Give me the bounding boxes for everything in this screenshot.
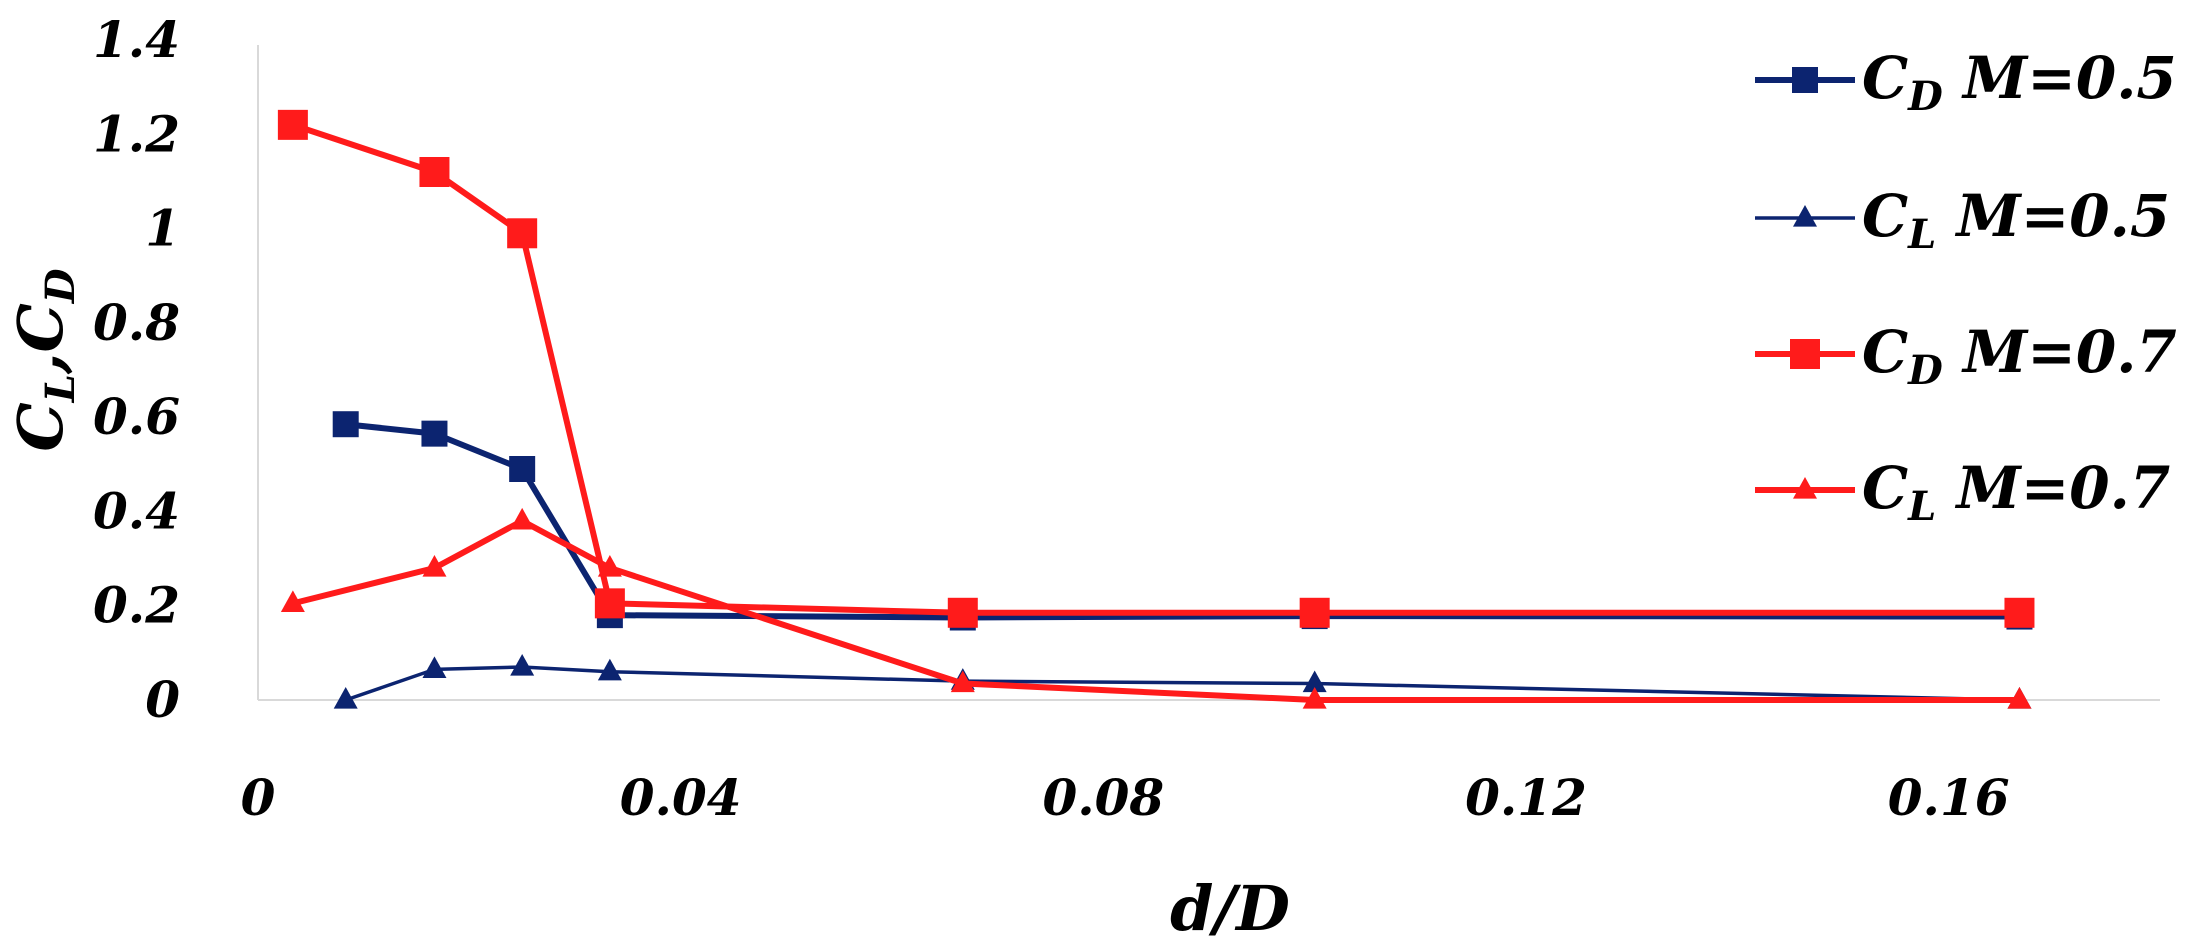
axes: 0 0.2 0.4 0.6 0.8 1 1.2 1.4 0 0.04 0.08 0.12 0.16 d/D…: [4, 10, 2160, 945]
data-point: [597, 555, 622, 577]
data-point: [2004, 597, 2035, 628]
legend-label: CL M=0.7: [1862, 454, 2170, 530]
y-axis-title-text: CL,CD: [4, 268, 84, 451]
data-point: [333, 687, 358, 709]
legend-item-2: CL M=0.5: [1755, 182, 2170, 258]
text-span: C: [1862, 182, 1908, 250]
data-point: [510, 507, 535, 530]
data-point: [947, 597, 978, 628]
data-point: [421, 420, 448, 447]
subscript: L: [1907, 483, 1936, 530]
y-tick-label: 0.8: [93, 293, 180, 352]
y-axis-title: CL,CD: [4, 268, 84, 451]
y-tick-label: 0.6: [93, 387, 180, 446]
series-3: [277, 109, 2035, 628]
data-point: [2007, 687, 2032, 709]
data-point: [507, 218, 538, 249]
subscript: L: [37, 374, 84, 403]
text-span: C: [1862, 454, 1908, 522]
subscript: L: [1907, 211, 1936, 258]
y-tick-label: 1.2: [93, 104, 180, 163]
legend-label: CD M=0.5: [1862, 44, 2177, 120]
legend: CD M=0.5CL M=0.5CD M=0.7CL M=0.7: [1755, 44, 2177, 530]
x-axis-title: d/D: [1170, 872, 1290, 945]
legend-label: CL M=0.5: [1862, 182, 2170, 258]
subscript: D: [1907, 73, 1943, 120]
y-tick-label: 1: [145, 199, 180, 258]
data-point: [510, 654, 535, 676]
text-span: C: [1862, 44, 1908, 112]
x-tick-label: 0.16: [1888, 768, 2010, 827]
text-span: C: [4, 402, 77, 451]
data-point: [1302, 670, 1327, 693]
data-point: [332, 411, 359, 438]
x-tick-label: 0.08: [1042, 768, 1164, 827]
legend-label: CD M=0.7: [1862, 318, 2177, 394]
data-point: [280, 590, 305, 612]
data-point: [1302, 687, 1327, 709]
text-span: M=0.5: [1936, 182, 2170, 250]
legend-item-3: CD M=0.7: [1755, 318, 2177, 394]
data-point: [950, 670, 975, 693]
text-span: C: [1862, 318, 1908, 386]
series-4: [280, 507, 2032, 709]
data-point: [597, 658, 622, 681]
y-tick-label: 0.2: [93, 576, 180, 635]
data-point: [419, 157, 450, 187]
y-tick-label: 0: [145, 670, 180, 729]
data-point: [277, 109, 308, 140]
legend-marker: [1793, 205, 1817, 227]
data-point: [594, 588, 625, 619]
data-point: [422, 656, 447, 678]
y-tick-label: 0.4: [93, 481, 180, 540]
legend-item-4: CL M=0.7: [1755, 454, 2170, 530]
y-tick-label: 1.4: [93, 10, 180, 69]
subscript: D: [37, 268, 84, 304]
data-point: [422, 555, 447, 577]
data-point: [1299, 597, 1330, 628]
x-tick-label: 0: [241, 768, 276, 827]
text-span: M=0.5: [1943, 44, 2177, 112]
legend-marker: [1793, 477, 1817, 499]
x-tick-label: 0.04: [620, 768, 742, 827]
data-point: [509, 456, 536, 482]
series-layer: [277, 109, 2035, 709]
legend-marker: [1792, 67, 1818, 93]
text-span: M=0.7: [1936, 454, 2170, 522]
legend-marker: [1790, 339, 1820, 369]
text-span: C: [4, 303, 77, 352]
legend-item-1: CD M=0.5: [1755, 44, 2177, 120]
text-span: ,: [4, 352, 77, 375]
x-tick-label: 0.12: [1465, 768, 1587, 827]
subscript: D: [1907, 347, 1943, 394]
text-span: M=0.7: [1943, 318, 2177, 386]
